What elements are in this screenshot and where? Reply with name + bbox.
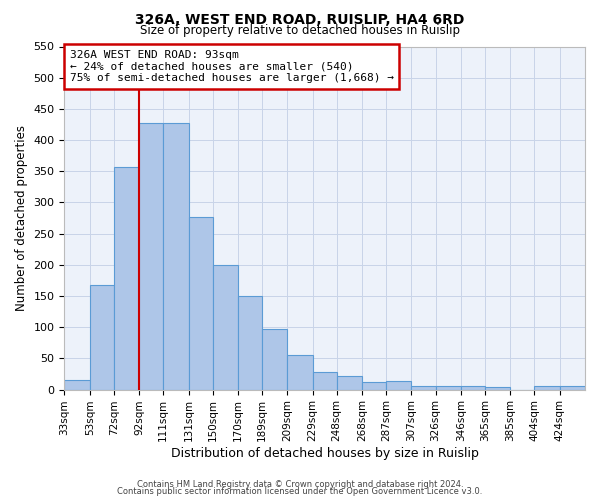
Bar — [163, 122, 188, 390]
Text: Size of property relative to detached houses in Ruislip: Size of property relative to detached ho… — [140, 24, 460, 37]
Bar — [64, 380, 90, 390]
Text: 326A, WEST END ROAD, RUISLIP, HA4 6RD: 326A, WEST END ROAD, RUISLIP, HA4 6RD — [136, 12, 464, 26]
Bar — [436, 386, 461, 390]
Bar — [262, 329, 287, 390]
Bar — [337, 376, 362, 390]
Bar — [535, 386, 560, 390]
X-axis label: Distribution of detached houses by size in Ruislip: Distribution of detached houses by size … — [171, 447, 479, 460]
Bar — [114, 167, 139, 390]
Y-axis label: Number of detached properties: Number of detached properties — [15, 125, 28, 311]
Bar — [412, 386, 436, 390]
Bar — [313, 372, 337, 390]
Bar — [362, 382, 386, 390]
Bar — [188, 218, 212, 390]
Text: 326A WEST END ROAD: 93sqm
← 24% of detached houses are smaller (540)
75% of semi: 326A WEST END ROAD: 93sqm ← 24% of detac… — [70, 50, 394, 83]
Bar — [90, 286, 114, 390]
Bar — [139, 122, 163, 390]
Bar — [212, 265, 238, 390]
Bar — [386, 382, 412, 390]
Bar — [461, 386, 485, 390]
Text: Contains HM Land Registry data © Crown copyright and database right 2024.: Contains HM Land Registry data © Crown c… — [137, 480, 463, 489]
Bar — [238, 296, 262, 390]
Text: Contains public sector information licensed under the Open Government Licence v3: Contains public sector information licen… — [118, 488, 482, 496]
Bar — [485, 387, 510, 390]
Bar — [560, 386, 585, 390]
Bar — [287, 356, 313, 390]
